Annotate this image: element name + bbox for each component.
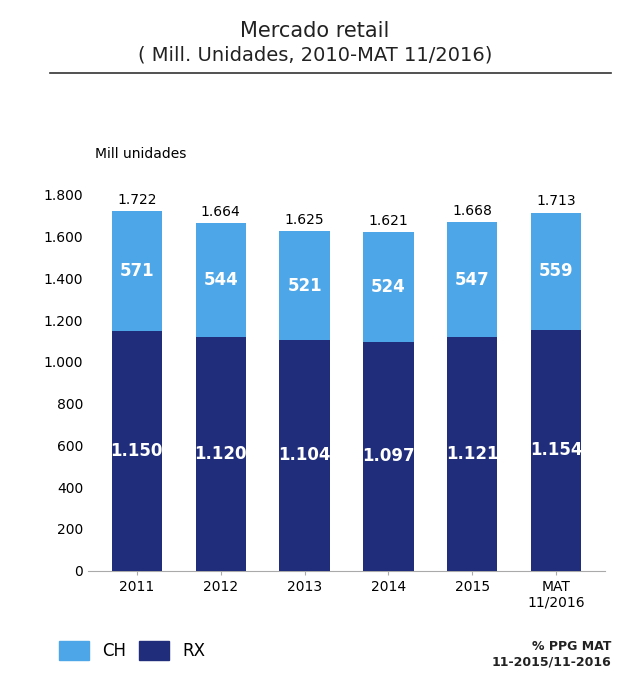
Bar [280,340,329,571]
Text: 547: 547 [455,271,490,289]
Bar [447,223,498,337]
Text: 1.154: 1.154 [530,441,582,459]
Bar [531,330,581,571]
Text: 1.668: 1.668 [452,204,492,218]
Text: % PPG MAT
11-2015/11-2016: % PPG MAT 11-2015/11-2016 [491,640,611,668]
Bar [364,342,413,571]
Text: ( Mill. Unidades, 2010-MAT 11/2016): ( Mill. Unidades, 2010-MAT 11/2016) [138,45,492,64]
Bar [531,213,581,330]
Text: 1.722: 1.722 [117,193,157,207]
Text: 1.104: 1.104 [278,446,331,464]
Bar [195,223,246,337]
Text: Mercado retail: Mercado retail [240,21,390,41]
Text: 544: 544 [203,271,238,289]
Text: 1.664: 1.664 [201,205,241,219]
Text: 1.621: 1.621 [369,214,408,228]
Text: 1.713: 1.713 [536,194,576,209]
Bar [447,337,498,571]
Text: 521: 521 [287,277,322,295]
Text: 1.150: 1.150 [111,442,163,459]
Bar [195,337,246,571]
Bar [280,231,329,340]
Text: 571: 571 [120,262,154,280]
Text: Mill unidades: Mill unidades [95,148,186,161]
Text: 1.625: 1.625 [285,213,324,227]
Text: 559: 559 [539,262,573,280]
Text: 524: 524 [371,278,406,296]
Text: 1.121: 1.121 [446,445,498,463]
Bar [364,232,413,342]
Text: 1.097: 1.097 [362,448,415,465]
Text: 1.120: 1.120 [195,445,247,463]
Bar [112,212,162,331]
Legend: CH, RX: CH, RX [59,640,206,660]
Bar [112,331,162,571]
